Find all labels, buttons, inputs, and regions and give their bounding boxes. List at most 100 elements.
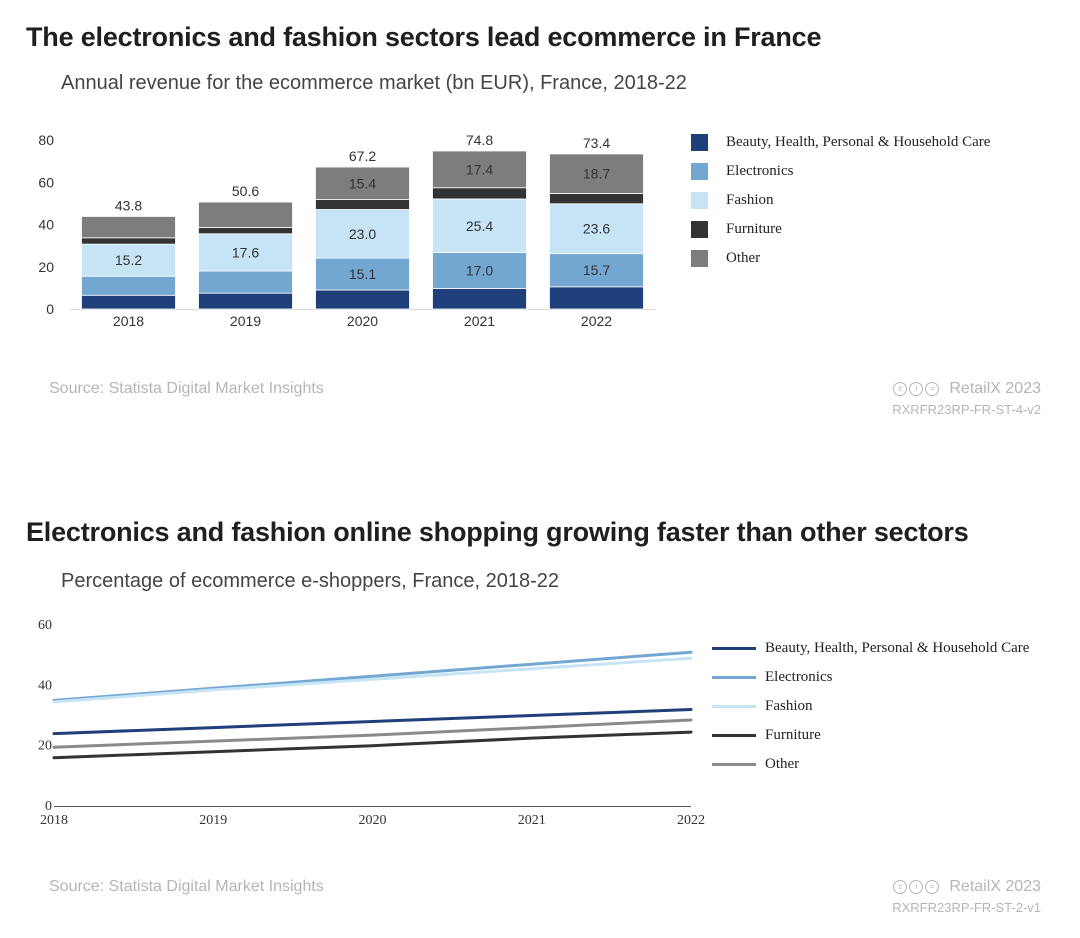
bar-segment-label: 15.7 — [583, 262, 610, 278]
bar-chart-legend: Beauty, Health, Personal & Household Car… — [691, 128, 990, 273]
legend-swatch — [712, 705, 756, 708]
creative-commons-icon: c i = — [893, 880, 941, 894]
legend-label: Furniture — [765, 727, 821, 743]
y-tick-label: 60 — [38, 618, 52, 633]
legend-swatch — [691, 134, 708, 151]
y-tick-label: 80 — [38, 132, 54, 148]
bar-segment-label: 17.6 — [232, 244, 259, 260]
bar-segment-label: 25.4 — [466, 218, 493, 234]
y-tick-label: 20 — [38, 259, 54, 275]
brand-line: c i = RetailX 2023 — [892, 380, 1041, 398]
legend-item: Fashion — [712, 692, 1029, 721]
legend-swatch — [712, 676, 756, 679]
legend-label: Electronics — [765, 669, 833, 685]
bar-total-label: 50.6 — [232, 183, 259, 199]
bar-segment — [549, 193, 644, 205]
bar-segment-label: 17.4 — [466, 161, 493, 177]
bar-segment — [81, 275, 176, 296]
chart-panel-shoppers: Electronics and fashion online shopping … — [0, 495, 1080, 938]
bar-segment-label: 15.2 — [115, 252, 142, 268]
line-chart: 0 20 40 60 2018 2019 2020 2021 2022 — [38, 618, 705, 828]
bar-segment-label: 17.0 — [466, 263, 493, 279]
credit-block: c i = RetailX 2023 RXRFR23RP-FR-ST-4-v2 — [892, 380, 1041, 417]
legend-label: Fashion — [726, 192, 774, 208]
legend-label: Electronics — [726, 163, 794, 179]
legend-item: Beauty, Health, Personal & Household Car… — [712, 634, 1029, 663]
legend-item: Electronics — [712, 663, 1029, 692]
bar-segment — [549, 253, 644, 288]
series-line — [52, 718, 693, 749]
bar-segment — [549, 203, 644, 255]
source-note: Source: Statista Digital Market Insights — [49, 878, 324, 895]
legend-label: Beauty, Health, Personal & Household Car… — [726, 134, 991, 150]
bar-segment-label: 23.6 — [583, 221, 610, 237]
bar-segment — [432, 150, 527, 189]
bar-segment — [432, 252, 527, 289]
y-tick-label: 40 — [38, 678, 52, 693]
x-tick-label: 2019 — [199, 813, 227, 828]
bar-segment — [198, 270, 293, 294]
line-chart-legend: Beauty, Health, Personal & Household Car… — [712, 634, 1029, 779]
creative-commons-icon: c i = — [893, 382, 941, 396]
bar-segment — [315, 257, 410, 291]
bar-segment — [432, 288, 527, 310]
x-tick-label: 2022 — [581, 313, 612, 329]
legend-swatch — [691, 250, 708, 267]
series-line — [52, 708, 693, 736]
series-line — [52, 730, 693, 760]
legend-item: Fashion — [691, 186, 990, 215]
y-tick-label: 60 — [38, 174, 54, 190]
series-line — [52, 656, 693, 704]
bar-segment — [81, 237, 176, 245]
y-tick-label: 40 — [38, 217, 54, 233]
bar-segment — [549, 286, 644, 310]
bar-segment — [315, 199, 410, 210]
x-tick-label: 2020 — [359, 813, 387, 828]
chart-subtitle: Percentage of ecommerce e-shoppers, Fran… — [61, 570, 560, 592]
chart-title: Electronics and fashion online shopping … — [26, 517, 969, 547]
legend-swatch — [691, 192, 708, 209]
bar-segment-label: 15.4 — [349, 175, 376, 191]
chart-code: RXRFR23RP-FR-ST-4-v2 — [892, 402, 1041, 417]
bar-segment — [315, 289, 410, 310]
x-tick-label: 2021 — [464, 313, 495, 329]
bar-segment-label: 18.7 — [583, 166, 610, 182]
chart-code: RXRFR23RP-FR-ST-2-v1 — [892, 900, 1041, 915]
legend-item: Furniture — [712, 721, 1029, 750]
legend-item: Furniture — [691, 215, 990, 244]
bar-segment — [315, 166, 410, 200]
bar-total-label: 43.8 — [115, 197, 142, 213]
legend-swatch — [691, 163, 708, 180]
bar-segment — [432, 198, 527, 253]
bar-segment — [81, 294, 176, 310]
legend-label: Fashion — [765, 698, 813, 714]
chart-panel-revenue: The electronics and fashion sectors lead… — [26, 22, 822, 94]
bar-segment — [315, 209, 410, 259]
chart-title: The electronics and fashion sectors lead… — [26, 22, 822, 52]
bar-total-label: 74.8 — [466, 132, 493, 148]
bar-segment — [198, 292, 293, 310]
bar-total-label: 73.4 — [583, 135, 610, 151]
legend-swatch — [712, 734, 756, 737]
bar-segment — [432, 187, 527, 200]
legend-swatch — [712, 647, 756, 650]
bar-segment — [198, 201, 293, 228]
bar-segment-label: 15.1 — [349, 266, 376, 282]
bar-segment-label: 23.0 — [349, 226, 376, 242]
bar-segment — [198, 227, 293, 235]
legend-item: Electronics — [691, 157, 990, 186]
legend-item: Other — [691, 244, 990, 273]
legend-swatch — [691, 221, 708, 238]
x-tick-label: 2020 — [347, 313, 378, 329]
brand-name: RetailX 2023 — [949, 380, 1041, 397]
stacked-bar-chart: 0 20 40 60 80 15.2 43.8 2018 17.6 50.6 2019 15.1 23.… — [38, 132, 655, 329]
bar-segment — [549, 153, 644, 194]
credit-block: c i = RetailX 2023 RXRFR23RP-FR-ST-2-v1 — [892, 878, 1041, 915]
x-tick-label: 2018 — [40, 813, 68, 828]
y-tick-label: 0 — [45, 799, 52, 814]
brand-line: c i = RetailX 2023 — [892, 878, 1041, 896]
x-tick-label: 2022 — [677, 813, 705, 828]
x-tick-label: 2021 — [518, 813, 546, 828]
legend-item: Beauty, Health, Personal & Household Car… — [691, 128, 990, 157]
legend-label: Other — [765, 756, 800, 772]
